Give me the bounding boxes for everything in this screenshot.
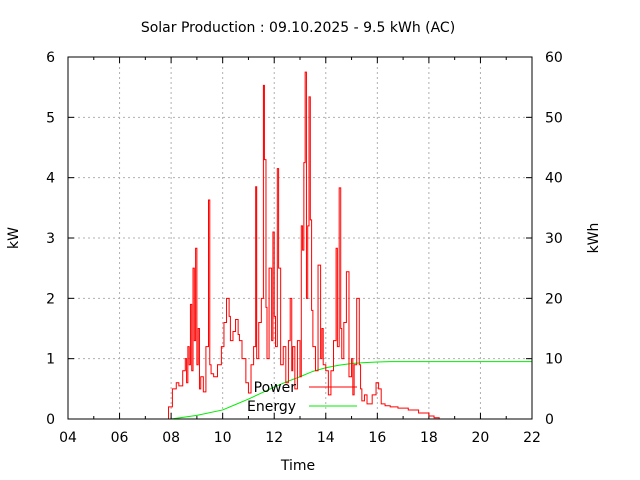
- grid: [67, 56, 533, 420]
- y2-tick-label: 40: [545, 171, 563, 187]
- x-tick-label: 14: [317, 430, 335, 446]
- legend-label-energy: Energy: [247, 399, 296, 415]
- y-tick-label: 2: [46, 291, 55, 307]
- power-line: [164, 71, 440, 420]
- x-tick-label: 08: [162, 430, 180, 446]
- x-tick-label: 16: [368, 430, 386, 446]
- y-tick-label: 5: [46, 110, 55, 126]
- y2-tick-label: 0: [545, 412, 554, 428]
- x-tick-label: 04: [59, 430, 77, 446]
- y2-tick-label: 50: [545, 110, 563, 126]
- series-group: [164, 71, 533, 420]
- tick-labels: 04 06 08 10 12 14 16 18 20 220 01 102 203 304 405 506 60: [46, 50, 563, 446]
- y2-tick-label: 10: [545, 352, 563, 368]
- x-axis-label: Time: [280, 458, 315, 474]
- x-tick-label: 22: [523, 430, 541, 446]
- legend-label-power: Power: [254, 380, 297, 396]
- y2-tick-label: 30: [545, 231, 563, 247]
- y-axis-label: kW: [6, 227, 22, 249]
- legend: Power Energy: [247, 380, 357, 415]
- x-tick-label: 10: [214, 430, 232, 446]
- y2-tick-label: 20: [545, 291, 563, 307]
- y-tick-label: 0: [46, 412, 55, 428]
- y2-axis-label: kWh: [586, 223, 602, 254]
- x-tick-label: 12: [265, 430, 283, 446]
- y-tick-label: 6: [46, 50, 55, 66]
- y-tick-label: 3: [46, 231, 55, 247]
- y-tick-label: 4: [46, 171, 55, 187]
- x-tick-label: 06: [111, 430, 129, 446]
- y2-tick-label: 60: [545, 50, 563, 66]
- plot-border: [67, 56, 533, 420]
- energy-line: [171, 361, 532, 420]
- chart-title: Solar Production : 09.10.2025 - 9.5 kWh …: [141, 20, 455, 36]
- x-tick-label: 20: [472, 430, 490, 446]
- y-tick-label: 1: [46, 352, 55, 368]
- x-tick-label: 18: [420, 430, 438, 446]
